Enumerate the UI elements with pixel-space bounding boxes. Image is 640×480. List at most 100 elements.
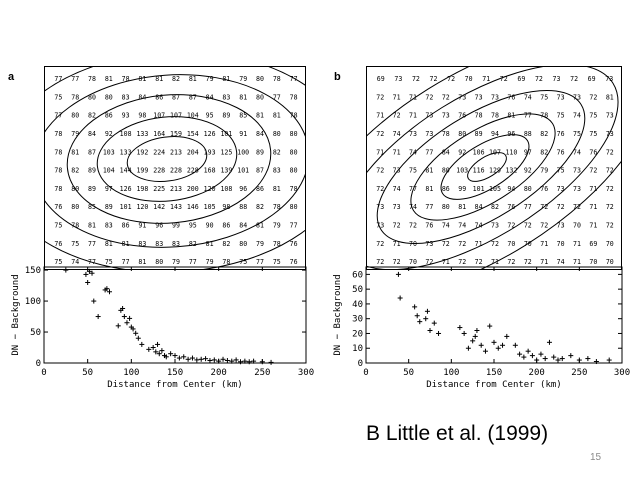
- panel-a-grid-cell: 77: [273, 93, 281, 101]
- panel-b-x-tick-label: 150: [486, 368, 502, 378]
- panel-a-grid-cell: 77: [290, 222, 298, 230]
- panel-a-grid-cell: 82: [222, 240, 230, 248]
- panel-a-data-point: [163, 354, 169, 360]
- panel-a-grid-cell: 86: [155, 93, 163, 101]
- panel-a-grid-cell: 81: [71, 148, 79, 156]
- panel-b-data-point: [423, 316, 429, 322]
- panel-b-grid-cell: 73: [376, 222, 384, 230]
- panel-b-grid-cell: 76: [540, 185, 548, 193]
- panel-b-grid-cell: 92: [524, 167, 532, 175]
- panel-a-grid-cell: 78: [71, 222, 79, 230]
- panel-b-data-grid: 69 73 72 72 72 70 71 72 69 72 73 72 69 73 72 71 71 72 72 73…: [366, 66, 622, 270]
- panel-b-grid-cell: 72: [507, 258, 515, 266]
- panel-b-grid-cell: 71: [540, 258, 548, 266]
- panel-b-grid-cell: 80: [458, 130, 466, 138]
- panel-b-grid-cell: 72: [606, 148, 614, 156]
- panel-a-grid-cell: 78: [222, 258, 230, 266]
- panel-b-grid-cell: 77: [409, 185, 417, 193]
- panel-a-data-point: [133, 330, 139, 336]
- panel-b-grid-cell: 73: [605, 75, 613, 83]
- panel-b-x-tick-label: 200: [529, 368, 545, 378]
- panel-b-y-axis-label: DN − Background: [333, 274, 343, 355]
- panel-a-grid-cell: 76: [290, 258, 298, 266]
- panel-a-data-point: [146, 346, 152, 352]
- panel-a-grid-cell: 96: [155, 222, 163, 230]
- panel-b-grid-cell: 71: [475, 240, 483, 248]
- panel-b-grid-cell: 72: [540, 222, 548, 230]
- panel-a-data-point: [115, 323, 121, 329]
- panel-b-grid-cell: 81: [507, 112, 515, 120]
- panel-a-grid-cell: 82: [172, 75, 180, 83]
- panel-b-grid-cell: 72: [475, 258, 483, 266]
- panel-b-scatter-plot: 0 50 100 150 200 250 300 0 10 20 30 40 50 60 Distance …: [333, 266, 630, 390]
- panel-a-grid-cell: 81: [138, 75, 146, 83]
- panel-a-grid-cell: 79: [71, 130, 79, 138]
- panel-b-x-tick-label: 100: [443, 368, 459, 378]
- panel-b-data-point: [585, 356, 591, 362]
- panel-b-grid-cell: 81: [425, 185, 433, 193]
- panel-a-grid-cell: 82: [256, 203, 264, 211]
- panel-b-grid-cell: 73: [606, 112, 614, 120]
- panel-a-grid-cell: 91: [138, 222, 146, 230]
- panel-a-grid-cell: 193: [204, 148, 216, 156]
- panel-a-grid-cell: 125: [220, 148, 232, 156]
- panel-a-data-point: [168, 351, 174, 357]
- panel-b-data-point: [593, 359, 599, 365]
- panel-a-grid-cell: 82: [71, 167, 79, 175]
- panel-a-data-point: [91, 298, 97, 304]
- panel-b-grid-cell: 72: [430, 75, 438, 83]
- panel-a-contour-line: [45, 74, 305, 248]
- panel-a-grid-cell: 90: [206, 222, 214, 230]
- panel-b-grid-cell: 88: [524, 130, 532, 138]
- panel-b-grid-cell: 74: [458, 222, 466, 230]
- panel-a-grid-cell: 77: [71, 75, 79, 83]
- panel-a-data-point: [104, 286, 110, 292]
- panel-a-grid-cell: 80: [71, 203, 79, 211]
- panel-b-grid-cell: 72: [412, 75, 420, 83]
- panel-b-grid-cell: 72: [393, 112, 401, 120]
- panel-b-grid-cell: 72: [376, 130, 384, 138]
- panel-b-grid-cell: 73: [425, 130, 433, 138]
- panel-a-grid-cell: 108: [220, 185, 232, 193]
- panel-a-label: a: [8, 71, 15, 83]
- panel-a-grid-cell: 91: [239, 130, 247, 138]
- panel-b-grid-cell: 72: [589, 167, 597, 175]
- panel-a-grid-cell: 78: [290, 93, 298, 101]
- panel-a-grid-cell: 89: [222, 112, 230, 120]
- panel-b-grid-cell: 74: [475, 222, 483, 230]
- panel-b-grid-cell: 73: [491, 93, 499, 101]
- panel-a-data-point: [121, 314, 127, 320]
- panel-b-grid-cell: 72: [606, 203, 614, 211]
- panel-a-grid-cell: 108: [120, 130, 132, 138]
- panel-b-grid-cell: 72: [524, 222, 532, 230]
- panel-b-grid-cell: 72: [409, 222, 417, 230]
- panel-b-grid-cell: 78: [475, 112, 483, 120]
- panel-b-grid-cell: 70: [606, 240, 614, 248]
- panel-a-grid-cell: 83: [155, 240, 163, 248]
- panel-a-grid-cell: 120: [136, 203, 148, 211]
- figure-caption: B Little et al. (1999): [366, 422, 549, 445]
- panel-b-grid-cell: 89: [475, 130, 483, 138]
- panel-a-grid-cell: 75: [54, 258, 62, 266]
- panel-b-grid-cell: 82: [540, 130, 548, 138]
- panel-a-grid-cell: 82: [189, 240, 197, 248]
- panel-a-grid-cell: 87: [172, 93, 180, 101]
- panel-b-data-point: [414, 313, 420, 319]
- panel-b-grid-cell: 116: [473, 167, 485, 175]
- panel-a-grid-cell: 80: [273, 130, 281, 138]
- panel-b-data-point: [424, 308, 430, 314]
- panel-b-y-tick-label: 50: [352, 285, 363, 295]
- panel-b-grid-cell: 71: [393, 93, 401, 101]
- panel-a-grid-cell: 89: [88, 167, 96, 175]
- panel-a-grid-cell: 204: [187, 148, 199, 156]
- panel-a-data-point: [242, 358, 248, 364]
- panel-b-grid-cell: 74: [442, 222, 450, 230]
- panel-b-data-point: [538, 351, 544, 357]
- panel-a-grid-cell: 81: [105, 240, 113, 248]
- panel-b-grid-cell: 72: [442, 240, 450, 248]
- panel-b-grid-cell: 69: [589, 240, 597, 248]
- panel-a-grid-cell: 143: [170, 203, 182, 211]
- panel-b-grid-cell: 70: [589, 258, 597, 266]
- panel-a-grid-cell: 89: [105, 203, 113, 211]
- panel-b-grid-cell: 72: [606, 185, 614, 193]
